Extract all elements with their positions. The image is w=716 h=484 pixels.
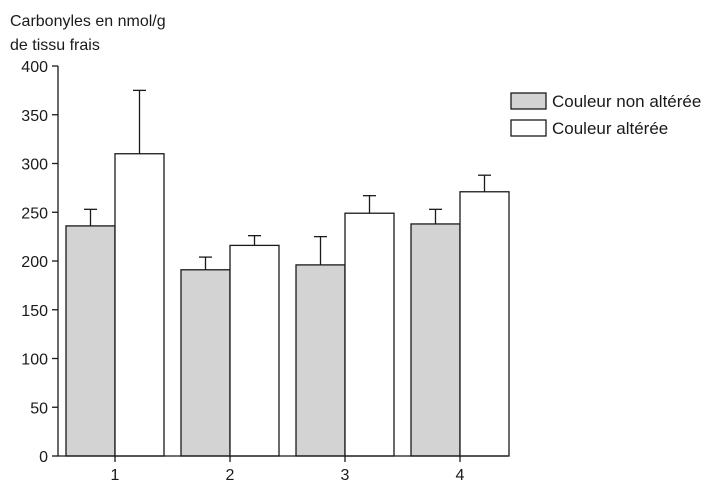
x-tick-label-4: 4 — [456, 467, 465, 484]
error-bars-group — [84, 89, 491, 270]
bar-series-1-cat-1 — [65, 225, 116, 457]
y-axis-label-line-1: Carbonyles en nmol/g — [10, 13, 166, 30]
x-tick-label-2: 2 — [226, 467, 235, 484]
y-tick-label-400: 400 — [21, 59, 48, 76]
y-tick-label-50: 50 — [30, 400, 48, 417]
x-tick-label-1: 1 — [111, 467, 120, 484]
bar-series-1-cat-2 — [180, 269, 231, 457]
bars-group — [65, 153, 510, 457]
legend-label-series-2: Couleur altérée — [552, 119, 668, 138]
y-tick-label-300: 300 — [21, 157, 48, 174]
bar-series-2-cat-2 — [229, 244, 280, 457]
y-tick-label-150: 150 — [21, 303, 48, 320]
y-axis-label-line-2: de tissu frais — [10, 37, 100, 54]
y-tick-label-250: 250 — [21, 205, 48, 222]
bar-series-2-cat-3 — [344, 212, 395, 457]
legend-swatch-series-1 — [510, 92, 547, 110]
x-tick-label-3: 3 — [341, 467, 350, 484]
y-tick-label-350: 350 — [21, 108, 48, 125]
y-tick-label-100: 100 — [21, 352, 48, 369]
bar-series-1-cat-4 — [410, 223, 461, 457]
bar-series-1-cat-3 — [295, 264, 346, 457]
legend: Couleur non altérée Couleur altérée — [510, 92, 701, 138]
y-tick-label-200: 200 — [21, 254, 48, 271]
legend-swatch-series-2 — [510, 119, 547, 137]
axes-group: 1 2 3 4 0 50 100 150 200 250 300 350 400 — [21, 59, 508, 484]
bar-series-2-cat-4 — [459, 191, 510, 457]
bar-series-2-cat-1 — [114, 153, 165, 457]
y-tick-label-0: 0 — [39, 449, 48, 466]
legend-label-series-1: Couleur non altérée — [552, 92, 701, 111]
